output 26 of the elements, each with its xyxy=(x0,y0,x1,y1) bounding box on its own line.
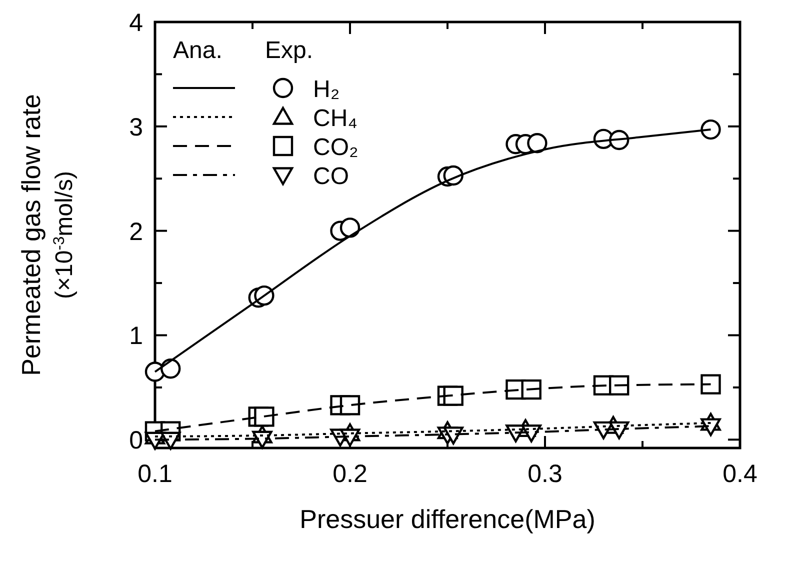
annotation: Exp. xyxy=(265,37,314,64)
y-tick-label: 1 xyxy=(129,322,143,350)
point xyxy=(700,418,721,436)
x-tick-label: 0.1 xyxy=(138,460,172,488)
point xyxy=(443,386,464,406)
x-tick-label: 0.2 xyxy=(332,460,368,488)
y-tick-label: 3 xyxy=(129,113,143,142)
y-tick-label: 4 xyxy=(129,9,144,37)
y-tick-label: 0 xyxy=(129,426,143,455)
annotation: Ana. xyxy=(173,37,222,64)
point xyxy=(609,375,630,396)
point xyxy=(254,406,274,427)
y-tick-label: 2 xyxy=(129,218,143,246)
point xyxy=(700,374,721,394)
x-tick-label: 0.4 xyxy=(722,460,758,488)
x-tick-label: 0.3 xyxy=(528,460,562,488)
point xyxy=(340,218,360,238)
legend-label: CO₂ xyxy=(313,134,358,161)
legend-label: CH₄ xyxy=(313,105,358,132)
point xyxy=(521,379,542,400)
legend-label: CO xyxy=(313,163,349,190)
point xyxy=(340,395,360,416)
x-axis-title: Pressuer difference(MPa) xyxy=(300,504,596,534)
point xyxy=(527,133,548,154)
point xyxy=(700,119,721,140)
legend-label: H₂ xyxy=(313,76,340,103)
